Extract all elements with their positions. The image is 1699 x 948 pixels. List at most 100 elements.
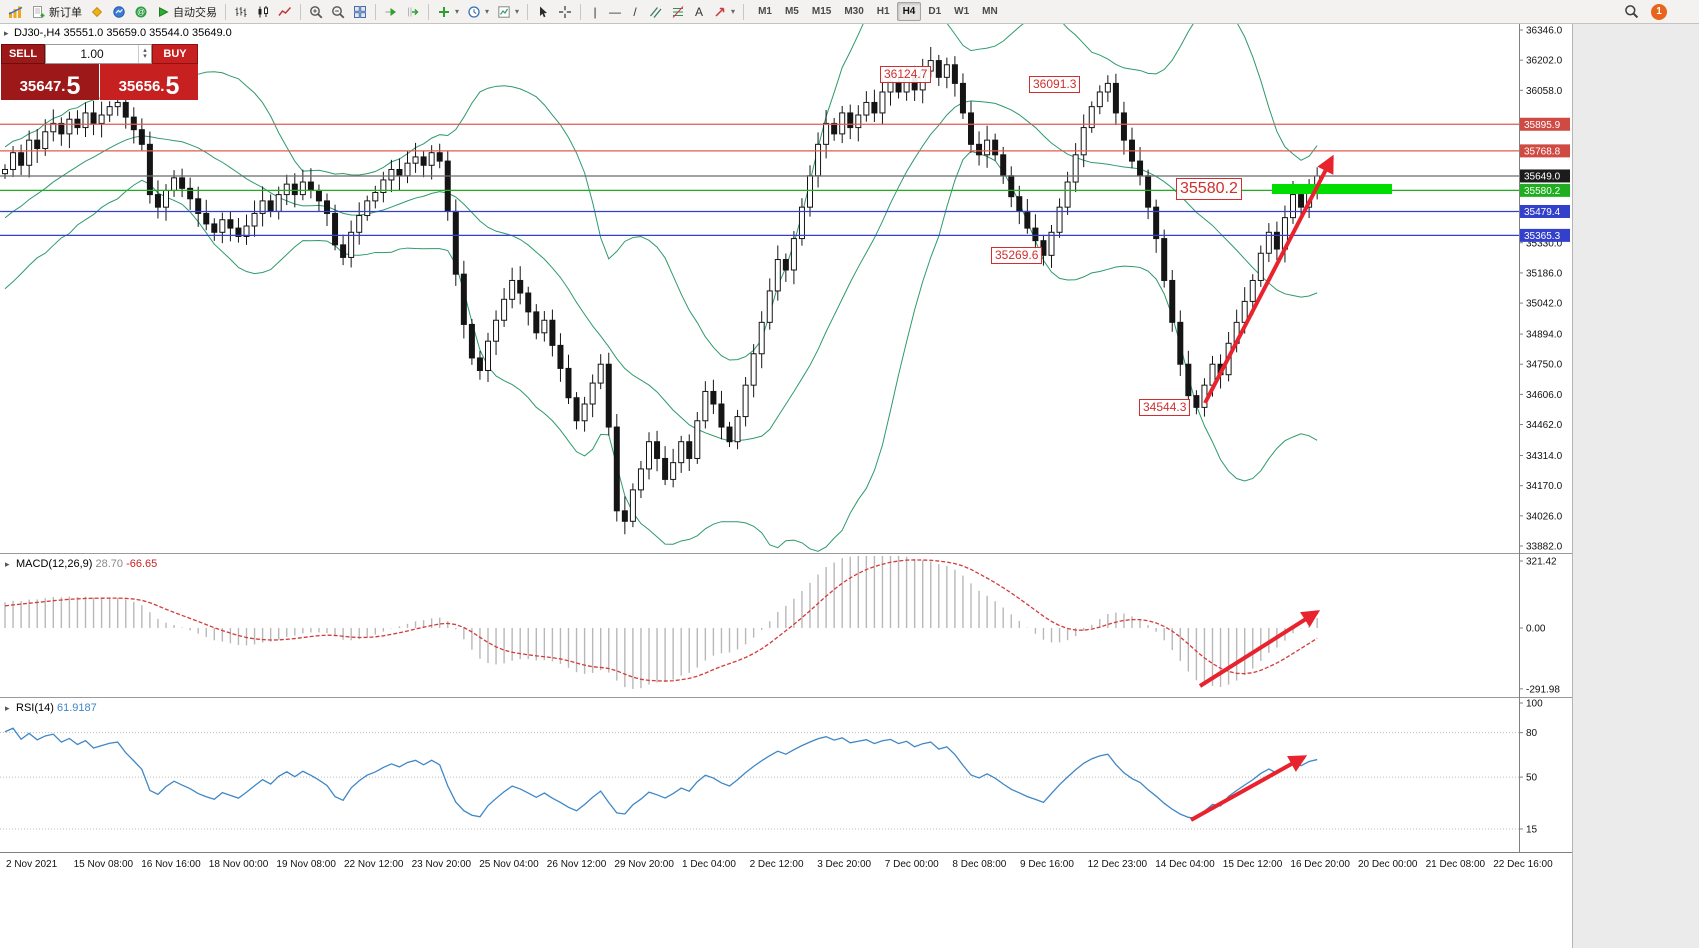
candle-body xyxy=(235,227,242,237)
volume-down-icon[interactable]: ▾ xyxy=(143,53,147,60)
auto-scroll-icon[interactable] xyxy=(380,2,402,22)
autotrading-button[interactable]: 自动交易 xyxy=(152,2,221,22)
bar-chart-icon[interactable] xyxy=(230,2,252,22)
timeframe-m5[interactable]: M5 xyxy=(784,6,799,17)
timeframe-d1[interactable]: D1 xyxy=(928,6,942,17)
time-tick-label: 2 Nov 2021 xyxy=(6,859,58,870)
line-chart-icon[interactable] xyxy=(274,2,296,22)
new-order-icon xyxy=(32,5,46,19)
cursor-icon[interactable] xyxy=(532,2,554,22)
text-tool-icon[interactable]: A xyxy=(689,2,709,22)
rsi-axis-label: 50 xyxy=(1526,773,1538,784)
time-tick-label: 21 Dec 08:00 xyxy=(1426,859,1486,870)
candle-body xyxy=(275,194,282,212)
market-icon[interactable] xyxy=(86,2,108,22)
trend-arrow[interactable] xyxy=(1198,610,1321,688)
price-label[interactable]: 36091.3 xyxy=(1029,76,1081,93)
candle-body xyxy=(629,489,636,522)
timeframe-mn[interactable]: MN xyxy=(982,6,998,17)
candle-body xyxy=(525,292,532,313)
timeframe-m15[interactable]: M15 xyxy=(811,6,832,17)
vertical-line-icon-glyph: | xyxy=(593,4,597,19)
price-tick-label: 33882.0 xyxy=(1526,542,1563,553)
volume-value[interactable]: 1.00 xyxy=(80,47,104,61)
candle-body xyxy=(1096,91,1103,108)
rsi-collapse-icon[interactable]: ▸ xyxy=(5,703,10,713)
candle-body xyxy=(1016,196,1023,212)
price-label[interactable]: 35269.6 xyxy=(991,247,1043,264)
indicators-icon[interactable]: ▾ xyxy=(433,2,463,22)
search-button[interactable] xyxy=(1620,2,1643,22)
timeframe-m30[interactable]: M30 xyxy=(844,6,864,17)
price-label[interactable]: 36124.7 xyxy=(880,66,932,83)
candle-body xyxy=(444,160,451,212)
buy-price[interactable]: 35656. 5 xyxy=(100,64,198,100)
candle-body xyxy=(66,118,73,135)
price-label[interactable]: 34544.3 xyxy=(1139,399,1191,416)
chart-area[interactable]: 36346.0 36202.0 36058.0 35330.0 35186.0 35042… xyxy=(0,24,1699,948)
candle-body xyxy=(774,259,781,292)
highlight-rectangle[interactable] xyxy=(1272,184,1392,194)
candle-body xyxy=(163,189,169,208)
candle-body xyxy=(887,81,894,93)
candle-body xyxy=(476,357,483,372)
macd-axis-label: 321.42 xyxy=(1526,557,1557,568)
candle-body xyxy=(179,177,186,189)
new-order-button[interactable]: 新订单 xyxy=(28,2,86,22)
timeframe-m1[interactable]: M1 xyxy=(758,6,772,17)
macd-axis-label: 0.00 xyxy=(1526,624,1546,635)
sell-button[interactable]: SELL xyxy=(1,44,45,64)
volume-stepper[interactable]: ▴ ▾ xyxy=(138,45,151,63)
arrows-tool-icon[interactable]: ▾ xyxy=(709,2,739,22)
candle-body xyxy=(267,200,274,212)
candle-body xyxy=(1169,279,1176,323)
timeframe-w1[interactable]: W1 xyxy=(954,6,970,17)
candle-body xyxy=(1048,231,1055,256)
trendline-icon[interactable]: / xyxy=(625,2,645,22)
candle-body xyxy=(654,441,661,459)
templates-icon[interactable]: ▾ xyxy=(493,2,523,22)
candle-body xyxy=(694,420,701,459)
chart-collapse-icon[interactable]: ▸ xyxy=(4,28,9,38)
candle-body xyxy=(565,367,572,399)
timeframe-switcher: M1 M5 M15 M30 H1 H4 D1 W1 MN xyxy=(752,2,1004,21)
channel-icon[interactable] xyxy=(645,2,667,22)
candle-body xyxy=(187,187,194,200)
notifications-badge[interactable]: 1 xyxy=(1651,3,1667,20)
candle-body xyxy=(1008,175,1015,198)
macd-collapse-icon[interactable]: ▸ xyxy=(5,559,10,569)
community-icon[interactable]: @ xyxy=(130,2,152,22)
trend-arrow[interactable] xyxy=(1203,154,1334,404)
trendline-icon-glyph: / xyxy=(633,4,637,19)
horizontal-line-icon[interactable]: — xyxy=(605,2,625,22)
candle-body xyxy=(372,192,379,202)
periods-icon[interactable]: ▾ xyxy=(463,2,493,22)
timeframe-h4[interactable]: H4 xyxy=(896,2,922,21)
fibonacci-icon[interactable] xyxy=(667,2,689,22)
candle-body xyxy=(686,441,693,459)
candle-body xyxy=(766,290,773,323)
zoom-in-icon[interactable] xyxy=(305,2,327,22)
vertical-line-icon[interactable]: | xyxy=(585,2,605,22)
candlestick-chart-icon[interactable] xyxy=(252,2,274,22)
candle-body xyxy=(1257,252,1264,281)
tile-windows-icon[interactable] xyxy=(349,2,371,22)
candle-body xyxy=(1088,106,1095,129)
timeframe-h1[interactable]: H1 xyxy=(876,6,890,17)
search-button xyxy=(1624,4,1639,19)
price-label[interactable]: 35580.2 xyxy=(1176,178,1242,200)
chart-shift-icon[interactable] xyxy=(402,2,424,22)
candle-body xyxy=(517,279,524,294)
candle-body xyxy=(227,219,234,229)
zoom-out-icon[interactable] xyxy=(327,2,349,22)
time-tick-label: 26 Nov 12:00 xyxy=(547,859,607,870)
signals-icon[interactable] xyxy=(108,2,130,22)
volume-input[interactable]: 1.00 ▴ ▾ xyxy=(45,44,152,64)
sell-price[interactable]: 35647. 5 xyxy=(1,64,99,100)
price-tick-label: 34750.0 xyxy=(1526,360,1563,371)
buy-button[interactable]: BUY xyxy=(152,44,198,64)
volume-up-icon[interactable]: ▴ xyxy=(143,47,147,54)
trend-arrow[interactable] xyxy=(1190,755,1308,822)
crosshair-icon[interactable] xyxy=(554,2,576,22)
price-tick-label: 34026.0 xyxy=(1526,511,1563,522)
